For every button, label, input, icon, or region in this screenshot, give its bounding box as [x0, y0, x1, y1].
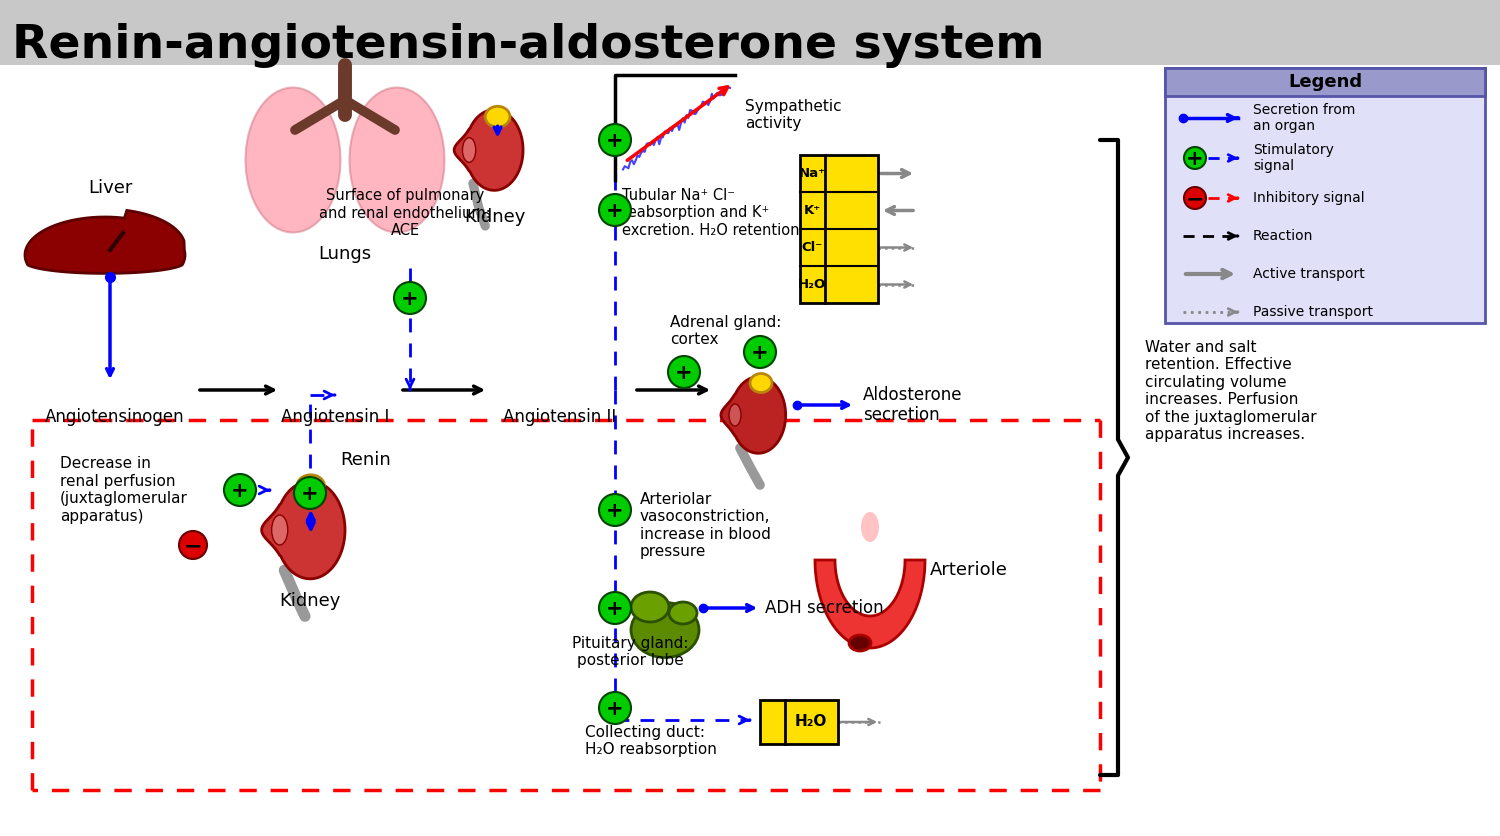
Text: +: +	[606, 599, 624, 619]
Ellipse shape	[350, 88, 444, 232]
Text: +: +	[606, 699, 624, 719]
Text: Arteriole: Arteriole	[930, 561, 1008, 579]
Ellipse shape	[254, 140, 333, 230]
Circle shape	[294, 477, 326, 509]
Ellipse shape	[462, 138, 476, 162]
Polygon shape	[722, 377, 786, 453]
Text: +: +	[606, 201, 624, 221]
Circle shape	[1184, 187, 1206, 209]
Ellipse shape	[632, 592, 669, 622]
Circle shape	[394, 282, 426, 314]
Text: ADH secretion: ADH secretion	[765, 599, 884, 617]
Text: Stimulatory
signal: Stimulatory signal	[1252, 143, 1334, 173]
Text: −: −	[1185, 189, 1204, 209]
Text: Na⁺: Na⁺	[798, 167, 825, 180]
Text: Cl⁻: Cl⁻	[801, 241, 822, 254]
Text: H₂O: H₂O	[795, 715, 826, 730]
Bar	[760, 700, 839, 744]
Text: Reaction: Reaction	[1252, 229, 1314, 243]
Text: H₂O: H₂O	[798, 278, 826, 291]
Circle shape	[598, 592, 632, 624]
Ellipse shape	[128, 223, 166, 251]
Text: Angiotensinogen: Angiotensinogen	[45, 408, 184, 426]
Ellipse shape	[669, 602, 698, 624]
Text: +: +	[675, 363, 693, 383]
Ellipse shape	[729, 404, 741, 426]
Bar	[800, 155, 877, 303]
Text: Inhibitory signal: Inhibitory signal	[1252, 191, 1365, 205]
Text: Arteriolar
vasoconstriction,
increase in blood
pressure: Arteriolar vasoconstriction, increase in…	[640, 492, 771, 559]
Text: −: −	[183, 536, 203, 556]
Polygon shape	[815, 560, 926, 648]
Polygon shape	[26, 211, 184, 273]
Text: Passive transport: Passive transport	[1252, 305, 1372, 319]
Ellipse shape	[297, 475, 324, 497]
Text: Legend: Legend	[1288, 73, 1362, 91]
Ellipse shape	[750, 374, 772, 392]
Text: +: +	[231, 481, 249, 501]
Text: +: +	[606, 131, 624, 151]
Circle shape	[224, 474, 256, 506]
Circle shape	[598, 692, 632, 724]
Ellipse shape	[272, 515, 288, 545]
Text: Renin: Renin	[340, 451, 390, 469]
Text: Sympathetic
activity: Sympathetic activity	[746, 99, 842, 131]
Text: +: +	[302, 484, 320, 504]
Text: Active transport: Active transport	[1252, 267, 1365, 281]
Circle shape	[178, 531, 207, 559]
Circle shape	[668, 356, 700, 388]
Circle shape	[598, 124, 632, 156]
Circle shape	[744, 336, 776, 368]
Circle shape	[598, 194, 632, 226]
Ellipse shape	[486, 106, 510, 127]
Text: Adrenal gland:
cortex: Adrenal gland: cortex	[670, 315, 782, 348]
Ellipse shape	[357, 140, 436, 230]
Text: Angiotensin II: Angiotensin II	[504, 408, 616, 426]
Text: Kidney: Kidney	[465, 208, 525, 226]
Text: Decrease in
renal perfusion
(juxtaglomerular
apparatus): Decrease in renal perfusion (juxtaglomer…	[60, 456, 188, 523]
Ellipse shape	[246, 88, 340, 232]
Ellipse shape	[632, 603, 699, 657]
Text: Aldosterone
secretion: Aldosterone secretion	[862, 385, 963, 425]
Text: +: +	[400, 289, 418, 309]
Text: Surface of pulmonary
and renal endothelium:
ACE: Surface of pulmonary and renal endotheli…	[320, 188, 490, 238]
Bar	[1166, 68, 1485, 323]
Polygon shape	[261, 482, 345, 579]
Bar	[1166, 68, 1485, 96]
Circle shape	[1184, 147, 1206, 169]
Text: Kidney: Kidney	[279, 592, 340, 610]
Text: Water and salt
retention. Effective
circulating volume
increases. Perfusion
of t: Water and salt retention. Effective circ…	[1144, 340, 1317, 442]
Polygon shape	[454, 110, 524, 191]
Text: Collecting duct:
H₂O reabsorption: Collecting duct: H₂O reabsorption	[585, 725, 717, 757]
Text: Tubular Na⁺ Cl⁻
reabsorption and K⁺
excretion. H₂O retention: Tubular Na⁺ Cl⁻ reabsorption and K⁺ excr…	[622, 188, 800, 237]
Text: Lungs: Lungs	[318, 245, 372, 263]
Text: +: +	[1186, 149, 1204, 169]
Text: K⁺: K⁺	[804, 204, 820, 217]
Text: +: +	[606, 501, 624, 521]
Bar	[0, 0, 1500, 65]
Text: Pituitary gland:
posterior lobe: Pituitary gland: posterior lobe	[572, 636, 688, 669]
Text: Secretion from
an organ: Secretion from an organ	[1252, 103, 1356, 133]
Text: +: +	[752, 343, 770, 363]
Text: Renin-angiotensin-aldosterone system: Renin-angiotensin-aldosterone system	[12, 23, 1044, 68]
Circle shape	[598, 494, 632, 526]
Text: Liver: Liver	[88, 179, 132, 197]
Ellipse shape	[849, 635, 871, 651]
Text: Angiotensin I: Angiotensin I	[280, 408, 388, 426]
Ellipse shape	[861, 512, 879, 542]
